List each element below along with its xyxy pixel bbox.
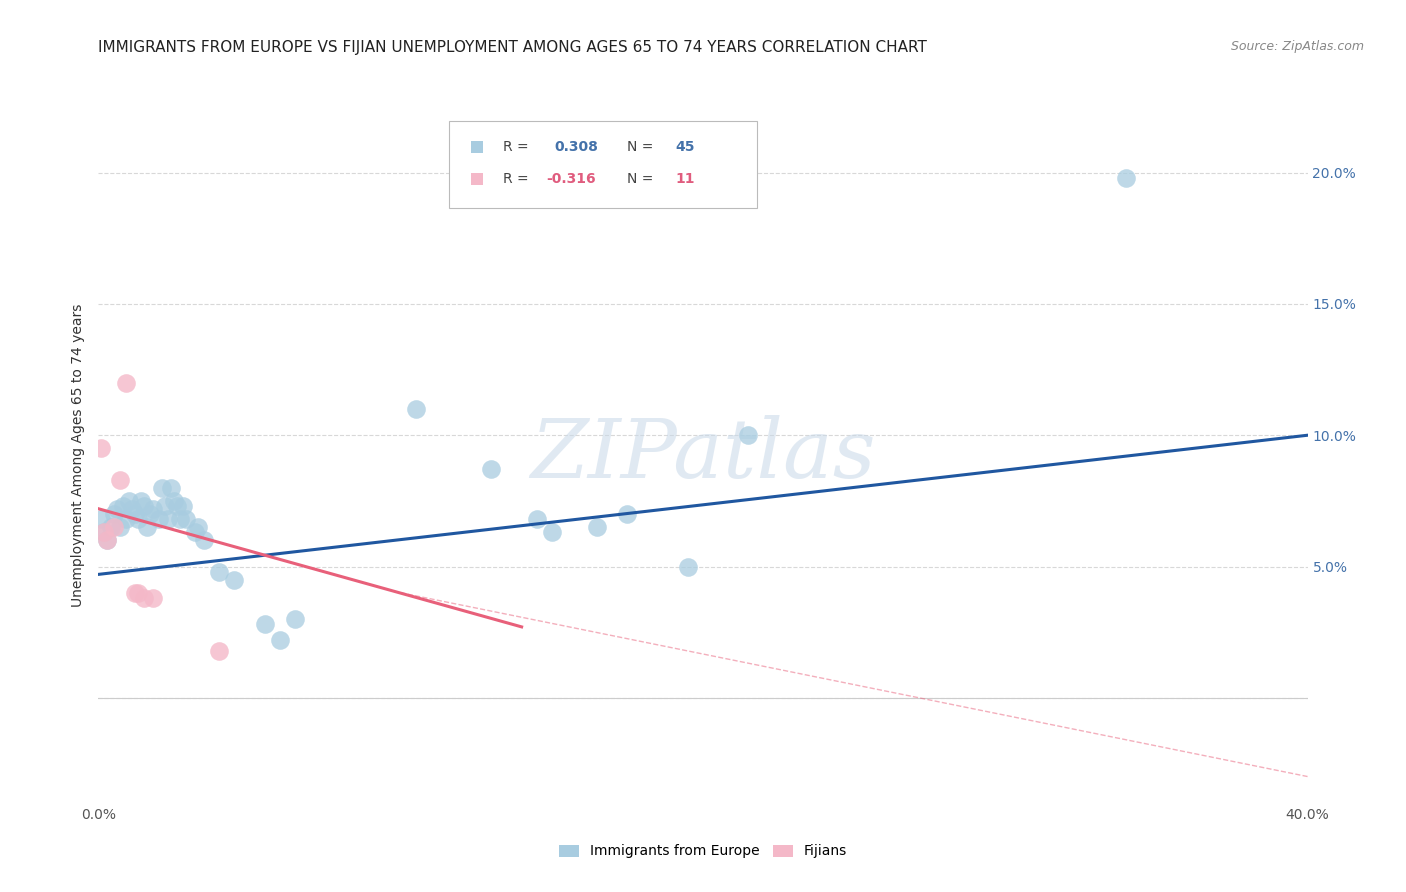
Point bbox=[156, 512, 179, 526]
Point bbox=[121, 501, 143, 516]
Point bbox=[172, 499, 194, 513]
Text: ZIPatlas: ZIPatlas bbox=[530, 415, 876, 495]
Point bbox=[208, 643, 231, 657]
Point bbox=[127, 512, 149, 526]
Point bbox=[737, 428, 759, 442]
Point bbox=[111, 499, 134, 513]
Point bbox=[114, 512, 136, 526]
Point bbox=[586, 520, 609, 534]
Point bbox=[142, 501, 165, 516]
Point bbox=[108, 473, 131, 487]
Point bbox=[114, 376, 136, 390]
Text: N =: N = bbox=[627, 171, 654, 186]
Point bbox=[100, 520, 122, 534]
Point bbox=[150, 481, 173, 495]
Text: 45: 45 bbox=[675, 140, 695, 153]
Point bbox=[481, 462, 503, 476]
Point bbox=[616, 507, 638, 521]
Point bbox=[153, 499, 176, 513]
Text: N =: N = bbox=[627, 140, 654, 153]
Point bbox=[184, 525, 207, 540]
Point bbox=[148, 512, 170, 526]
Point bbox=[124, 586, 146, 600]
Point bbox=[1115, 170, 1137, 185]
Point bbox=[105, 501, 128, 516]
Point bbox=[193, 533, 215, 548]
Point bbox=[160, 481, 183, 495]
Point bbox=[127, 586, 149, 600]
Point bbox=[405, 401, 427, 416]
Point bbox=[187, 520, 209, 534]
Text: IMMIGRANTS FROM EUROPE VS FIJIAN UNEMPLOYMENT AMONG AGES 65 TO 74 YEARS CORRELAT: IMMIGRANTS FROM EUROPE VS FIJIAN UNEMPLO… bbox=[98, 40, 928, 55]
Text: -0.316: -0.316 bbox=[546, 171, 595, 186]
Point bbox=[139, 507, 162, 521]
Point bbox=[526, 512, 548, 526]
Point bbox=[103, 507, 125, 521]
Point bbox=[174, 512, 197, 526]
Text: 11: 11 bbox=[675, 171, 695, 186]
Text: R =: R = bbox=[503, 171, 529, 186]
Point bbox=[132, 591, 155, 605]
Point bbox=[93, 525, 115, 540]
Point bbox=[96, 533, 118, 548]
Point bbox=[96, 533, 118, 548]
Text: 0.308: 0.308 bbox=[554, 140, 598, 153]
Point bbox=[163, 494, 186, 508]
Point bbox=[135, 520, 157, 534]
Point bbox=[208, 565, 231, 579]
Point bbox=[132, 499, 155, 513]
Point bbox=[676, 559, 699, 574]
Point bbox=[169, 512, 191, 526]
Point bbox=[108, 520, 131, 534]
Point bbox=[124, 507, 146, 521]
Point bbox=[129, 494, 152, 508]
Point bbox=[166, 499, 188, 513]
FancyBboxPatch shape bbox=[449, 121, 758, 208]
Point bbox=[118, 494, 141, 508]
Y-axis label: Unemployment Among Ages 65 to 74 years: Unemployment Among Ages 65 to 74 years bbox=[72, 303, 86, 607]
Point bbox=[103, 520, 125, 534]
Point bbox=[90, 442, 112, 456]
Legend: Immigrants from Europe, Fijians: Immigrants from Europe, Fijians bbox=[560, 845, 846, 858]
Point bbox=[284, 612, 307, 626]
Text: Source: ZipAtlas.com: Source: ZipAtlas.com bbox=[1230, 40, 1364, 54]
Point bbox=[90, 512, 112, 526]
Point bbox=[253, 617, 276, 632]
Point bbox=[269, 633, 291, 648]
Point bbox=[93, 525, 115, 540]
Text: R =: R = bbox=[503, 140, 529, 153]
Point bbox=[142, 591, 165, 605]
Point bbox=[224, 573, 246, 587]
Point bbox=[540, 525, 562, 540]
